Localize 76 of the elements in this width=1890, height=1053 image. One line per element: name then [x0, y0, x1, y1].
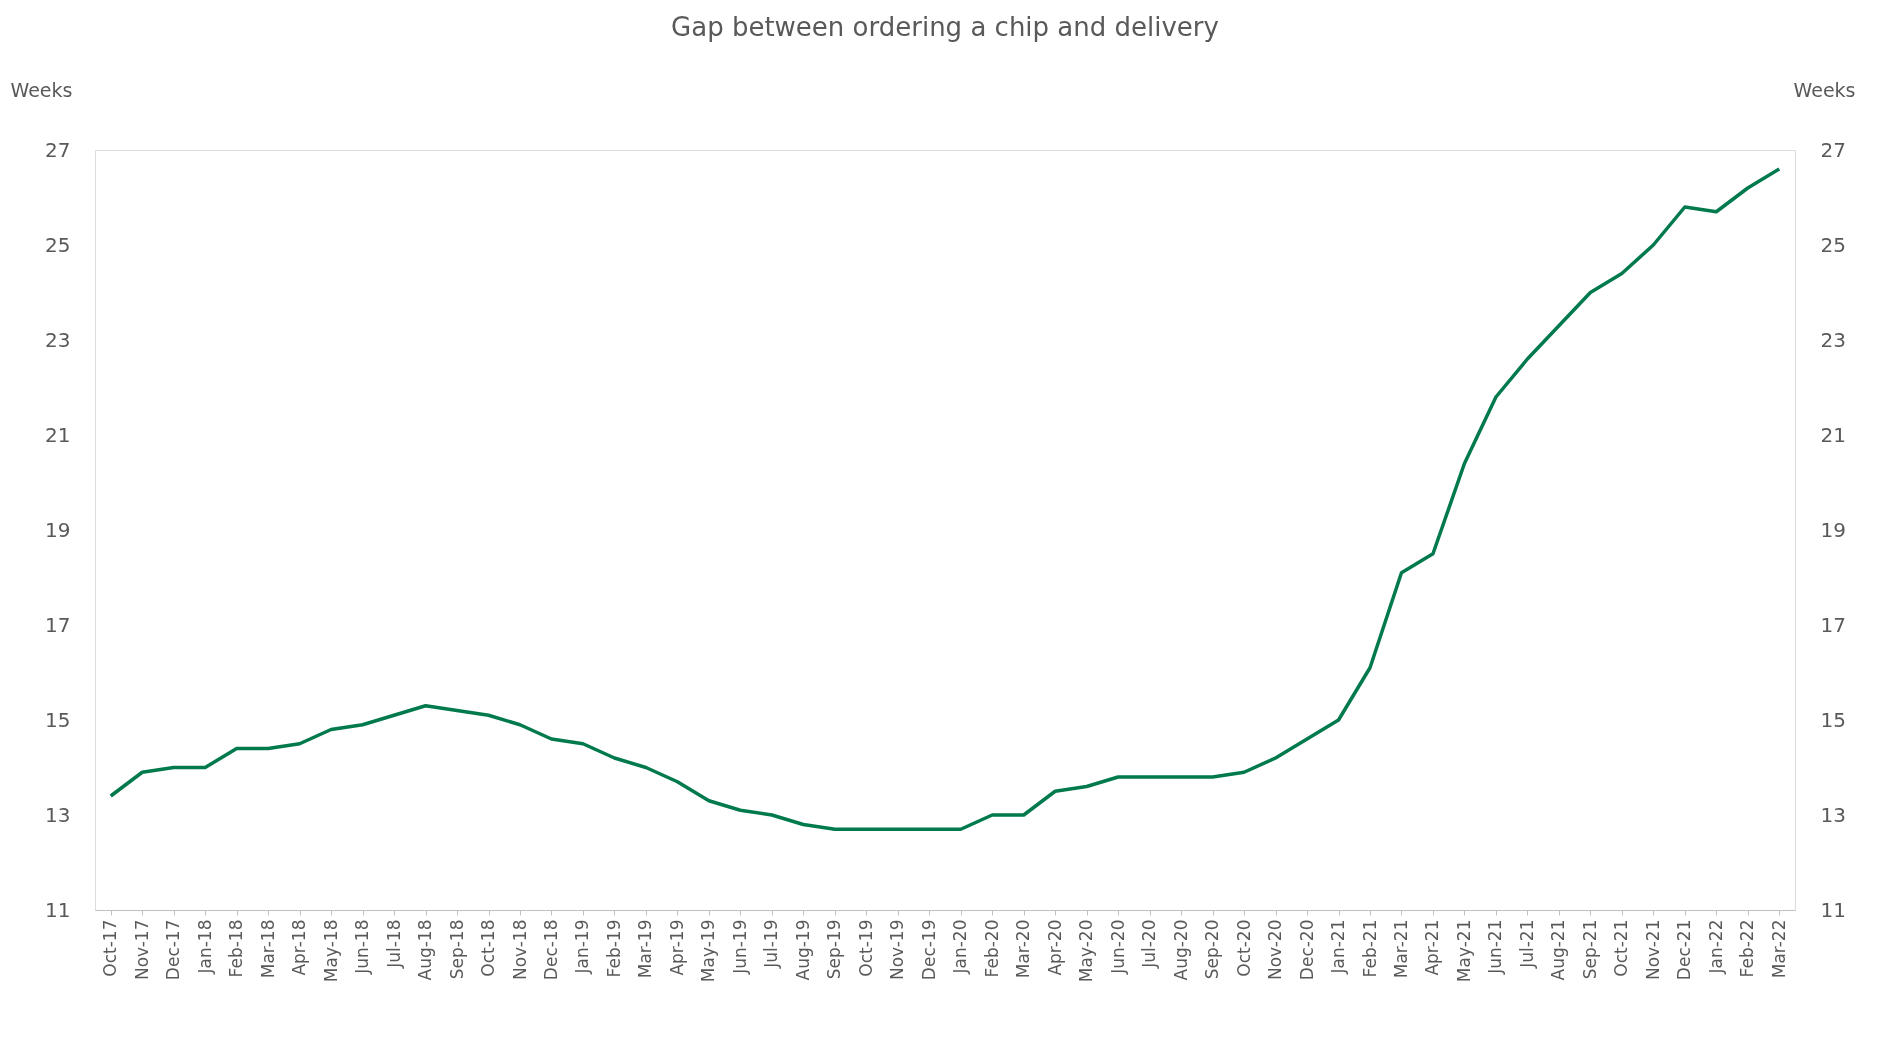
x-tick-label: Feb-18	[226, 919, 247, 978]
y2-tick-label: 27	[1820, 137, 1846, 162]
line-series	[108, 167, 1782, 831]
x-tick-label: Jan-20	[950, 919, 971, 975]
y-tick-label: 27	[45, 137, 71, 162]
y2-tick-label: 15	[1820, 707, 1846, 732]
y-tick-label: 17	[45, 612, 71, 637]
x-tick-label: Jun-18	[352, 919, 373, 975]
x-tick-label: Jan-18	[194, 919, 215, 975]
x-tick-label: Mar-22	[1768, 919, 1789, 979]
y-tick-label: 11	[45, 897, 71, 922]
y-tick-label: 19	[45, 517, 71, 542]
x-tick-label: Oct-19	[855, 919, 876, 977]
x-tick-label: Dec-18	[540, 919, 561, 981]
x-tick-label: Sep-21	[1579, 919, 1600, 980]
x-tick-label: Dec-20	[1296, 919, 1317, 981]
y-tick-label: 23	[45, 327, 71, 352]
x-tick-label: Feb-22	[1737, 919, 1758, 978]
y2-tick-label: 19	[1820, 517, 1846, 542]
y-tick-label: 21	[45, 422, 71, 447]
x-tick-label: May-20	[1076, 919, 1097, 983]
x-tick-label: Oct-20	[1233, 919, 1254, 977]
x-tick-label: Sep-20	[1202, 919, 1223, 980]
x-tick-label: Jul-20	[1139, 919, 1160, 969]
y-tick-label: 13	[45, 802, 71, 827]
x-tick-label: Nov-20	[1265, 919, 1286, 980]
x-tick-label: Nov-21	[1642, 919, 1663, 980]
x-tick-label: Apr-21	[1422, 919, 1443, 976]
x-tick-label: Jun-20	[1107, 919, 1128, 975]
y2-tick-label: 23	[1820, 327, 1846, 352]
x-tick-label: Jan-22	[1705, 919, 1726, 975]
x-tick-label: Nov-19	[887, 919, 908, 980]
x-tick-label: Feb-20	[981, 919, 1002, 978]
x-tick-label: Aug-19	[792, 919, 813, 981]
y-tick-label: 15	[45, 707, 71, 732]
x-tick-label: Mar-20	[1013, 919, 1034, 979]
x-tick-label: May-19	[698, 919, 719, 983]
x-tick-label: Nov-17	[131, 919, 152, 980]
x-tick-label: Mar-19	[635, 919, 656, 979]
y2-tick-label: 17	[1820, 612, 1846, 637]
y2-tick-label: 21	[1820, 422, 1846, 447]
x-tick-label: Jul-19	[761, 919, 782, 969]
y-axis-title: Weeks	[10, 78, 73, 101]
x-tick-label: May-18	[320, 919, 341, 983]
x-tick-label: Jul-21	[1516, 919, 1537, 969]
y2-axis-title: Weeks	[1793, 78, 1856, 101]
x-tick-label: Jan-19	[572, 919, 593, 975]
x-tick-label: Apr-18	[289, 919, 310, 976]
x-tick-label: Jun-19	[729, 919, 750, 975]
x-tick-label: Mar-18	[257, 919, 278, 979]
x-tick-label: Apr-20	[1044, 919, 1065, 976]
x-tick-label: Jan-21	[1328, 919, 1349, 975]
y2-tick-label: 11	[1820, 897, 1846, 922]
x-tick-label: Apr-19	[666, 919, 687, 976]
x-tick-label: Jun-21	[1485, 919, 1506, 975]
x-tick-label: Mar-21	[1390, 919, 1411, 979]
x-tick-label: Oct-18	[478, 919, 499, 977]
x-tick-label: Nov-18	[509, 919, 530, 980]
x-tick-label: Feb-21	[1359, 919, 1380, 978]
x-tick-label: Oct-21	[1611, 919, 1632, 977]
x-tick-label: Feb-19	[603, 919, 624, 978]
x-tick-label: Sep-18	[446, 919, 467, 980]
x-tick-label: Aug-20	[1170, 919, 1191, 981]
x-tick-label: Jul-18	[383, 919, 404, 969]
x-tick-label: Sep-19	[824, 919, 845, 980]
x-tick-label: May-21	[1453, 919, 1474, 983]
x-tick-label: Dec-19	[918, 919, 939, 981]
x-tick-label: Dec-21	[1674, 919, 1695, 981]
y-tick-label: 25	[45, 232, 71, 257]
x-tick-label: Aug-21	[1548, 919, 1569, 981]
chart-title: Gap between ordering a chip and delivery	[671, 12, 1219, 42]
x-tick-label: Aug-18	[415, 919, 436, 981]
y2-tick-label: 25	[1820, 232, 1846, 257]
x-tick-label: Oct-17	[100, 919, 121, 977]
y2-tick-label: 13	[1820, 802, 1846, 827]
x-tick-label: Dec-17	[163, 919, 184, 981]
